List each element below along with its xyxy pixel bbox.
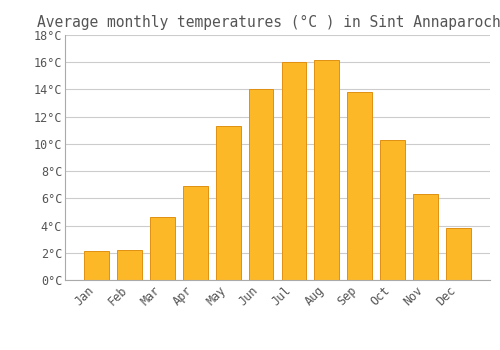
Title: Average monthly temperatures (°C ) in Sint Annaparochie: Average monthly temperatures (°C ) in Si…: [37, 15, 500, 30]
Bar: [413, 194, 438, 280]
Bar: [216, 126, 240, 280]
Bar: [84, 251, 109, 280]
Bar: [150, 217, 174, 280]
Bar: [183, 186, 208, 280]
Bar: [314, 60, 339, 280]
Bar: [380, 140, 405, 280]
Bar: [446, 228, 470, 280]
Bar: [117, 250, 142, 280]
Bar: [282, 62, 306, 280]
Bar: [248, 90, 274, 280]
Bar: [348, 92, 372, 280]
